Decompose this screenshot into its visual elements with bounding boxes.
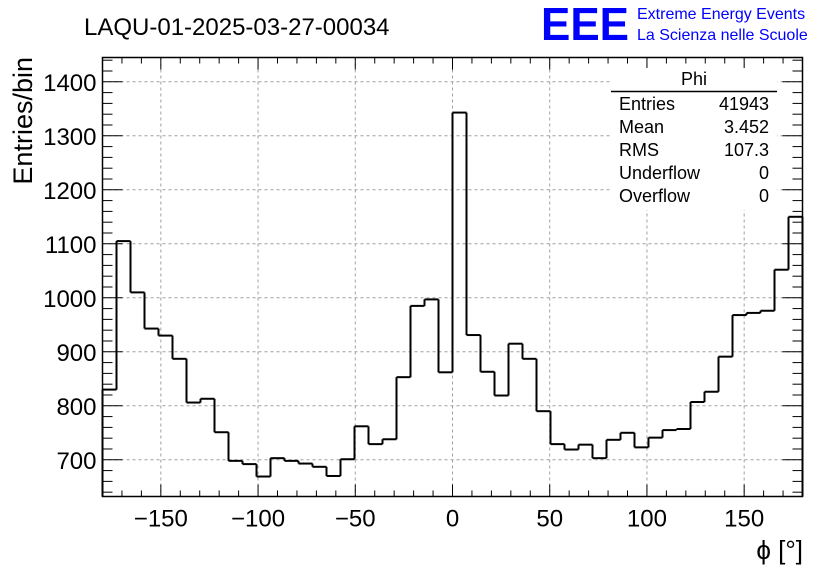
x-tick-label: 100 bbox=[627, 506, 667, 533]
axis-ticks bbox=[102, 57, 803, 497]
y-tick-label: 1400 bbox=[43, 70, 96, 97]
y-tick-label: 1100 bbox=[45, 232, 97, 259]
stats-entries-value: 41943 bbox=[719, 94, 769, 114]
stats-overflow-label: Overflow bbox=[619, 186, 691, 206]
stats-rms-value: 107.3 bbox=[724, 140, 769, 160]
x-tick-label: −100 bbox=[231, 506, 285, 533]
x-tick-label: 50 bbox=[536, 506, 563, 533]
logo-line-2: La Scienza nelle Scuole bbox=[637, 27, 808, 44]
y-tick-label: 1300 bbox=[43, 124, 96, 151]
stats-rms-label: RMS bbox=[619, 140, 659, 160]
x-tick-label: −150 bbox=[134, 506, 188, 533]
stats-underflow-value: 0 bbox=[759, 163, 769, 183]
y-axis-label: Entries/bin bbox=[8, 57, 38, 185]
y-tick-label: 800 bbox=[56, 394, 96, 421]
y-tick-label: 1000 bbox=[43, 286, 96, 313]
stats-mean-label: Mean bbox=[619, 117, 664, 137]
stats-underflow-label: Underflow bbox=[619, 163, 701, 183]
logo-line-1: Extreme Energy Events bbox=[637, 6, 805, 23]
x-tick-label: 150 bbox=[724, 506, 764, 533]
x-tick-labels: −150 −100 −50 0 50 100 150 bbox=[134, 506, 764, 533]
stats-entries-label: Entries bbox=[619, 94, 675, 114]
y-tick-label: 900 bbox=[56, 340, 96, 367]
stats-overflow-value: 0 bbox=[759, 186, 769, 206]
stats-box: Phi Entries 41943 Mean 3.452 RMS 107.3 U… bbox=[611, 68, 777, 210]
x-tick-label: −50 bbox=[335, 506, 376, 533]
x-tick-label: 0 bbox=[446, 506, 459, 533]
y-tick-label: 700 bbox=[56, 448, 96, 475]
x-axis-label: ϕ [°] bbox=[756, 535, 803, 565]
eee-logo: EEE Extreme Energy Events La Scienza nel… bbox=[541, 0, 808, 50]
y-tick-label: 1200 bbox=[43, 178, 96, 205]
eee-logo-mark: EEE bbox=[541, 0, 629, 50]
stats-mean-value: 3.452 bbox=[724, 117, 769, 137]
y-tick-labels: 700 800 900 1000 1100 1200 1300 1400 bbox=[43, 70, 96, 475]
chart-title: LAQU-01-2025-03-27-00034 bbox=[84, 14, 390, 41]
stats-title: Phi bbox=[681, 69, 707, 89]
